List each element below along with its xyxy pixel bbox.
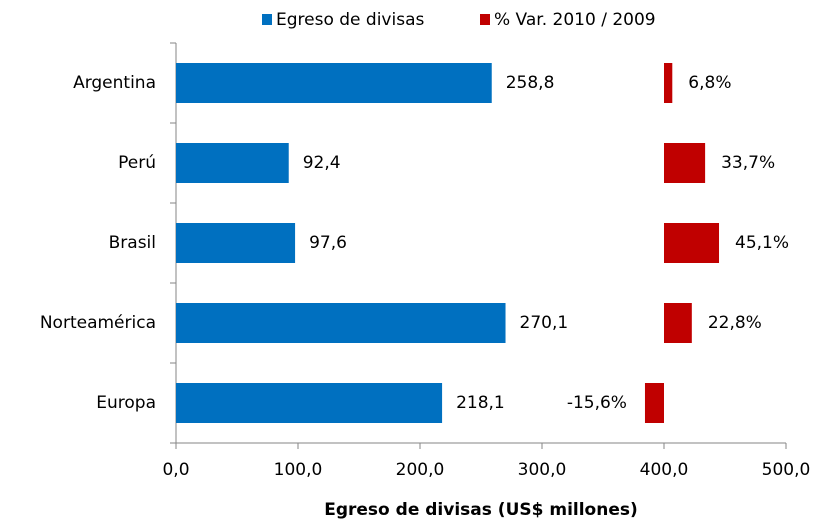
bar [664,63,673,103]
bar [176,303,506,343]
bar [176,63,492,103]
bar [664,303,692,343]
x-tick-label: 100,0 [274,460,323,480]
data-label: 270,1 [520,313,569,333]
bar [664,143,706,183]
data-label: 6,8% [688,73,731,93]
bar [176,383,443,423]
y-tick-label: Perú [118,153,156,173]
y-tick-label: Argentina [73,73,156,93]
bar [664,223,720,263]
data-label: 218,1 [456,393,505,413]
data-label: -15,6% [567,393,627,413]
x-tick-label: 200,0 [396,460,445,480]
data-label: 97,6 [309,233,347,253]
legend-label: % Var. 2010 / 2009 [494,10,656,30]
y-tick-label: Europa [96,393,156,413]
legend-label: Egreso de divisas [276,10,424,30]
x-tick-label: 0,0 [162,460,189,480]
y-tick-label: Norteamérica [40,313,156,333]
data-label: 258,8 [506,73,555,93]
data-label: 22,8% [708,313,762,333]
data-label: 45,1% [735,233,789,253]
legend-swatch [262,14,272,25]
y-tick-label: Brasil [109,233,156,253]
x-tick-label: 300,0 [518,460,567,480]
x-tick-label: 400,0 [640,460,689,480]
legend-swatch [480,14,490,25]
bar [176,223,296,263]
x-axis-title: Egreso de divisas (US$ millones) [324,500,638,520]
x-tick-label: 500,0 [762,460,811,480]
data-label: 92,4 [303,153,341,173]
bar [176,143,289,183]
bar [644,383,664,423]
data-label: 33,7% [721,153,775,173]
